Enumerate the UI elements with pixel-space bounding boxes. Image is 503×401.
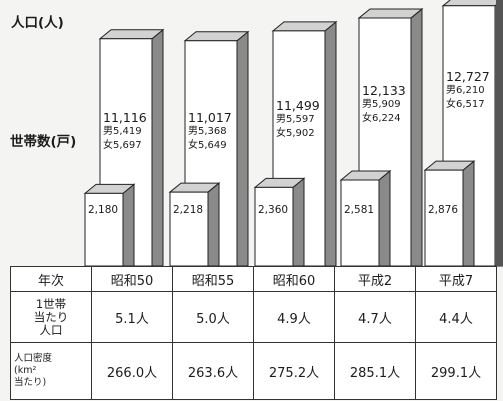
household-value-label-line: 2,180 [88,204,119,216]
population-value-label-line: 11,499 [276,97,320,113]
population-value-label-line: 男5,909 [362,98,401,110]
population-value-label-line: 12,133 [362,82,406,98]
row-header-line: 当たり) [14,377,47,388]
table-header-label: 年次 [10,266,92,292]
population-axis-label: 人口(人) [11,15,64,31]
table-cell: 275.2人 [253,342,335,400]
household-bar [424,169,464,267]
row-header-persons-per-household: 1世帯 当たり 人口 [10,291,92,343]
population-bar-side [236,30,249,267]
population-value-label-line: 11,017 [188,109,232,125]
population-bar-top [441,0,503,7]
row-header-line: 人口密度 [14,353,53,364]
row-header-line: 1世帯 [35,296,67,311]
household-value-label-line: 2,360 [258,204,289,216]
table-cell: 4.9人 [253,291,335,343]
household-bar-side [207,182,220,267]
population-bar-side [410,7,423,267]
row-header-line: 人口 [39,322,63,337]
table-header-row: 年次 昭和50 昭和55 昭和60 平成2 平成7 [10,266,497,292]
population-value-label: 11,116 男5,419 女5,697 [103,109,147,153]
household-value-label-line: 2,876 [428,204,459,216]
household-value-label: 2,180 [88,204,118,216]
household-bar [254,186,294,267]
population-value-label-line: 男5,419 [103,125,142,137]
population-bar-top [183,31,250,42]
household-value-label: 2,360 [258,204,288,216]
row-header-line: (km² [14,365,37,376]
population-value-label-line: 女6,224 [362,112,401,124]
household-value-label: 2,876 [428,204,458,216]
household-value-label: 2,581 [344,204,374,216]
population-value-label: 12,727 男6,210 女6,517 [446,68,490,112]
table-year: 平成7 [415,266,497,292]
population-bar-top [357,8,424,19]
population-value-label-line: 11,116 [103,109,147,125]
household-bar-side [378,169,391,267]
table-cell: 299.1人 [415,342,497,400]
household-bar-side [292,177,305,267]
household-value-label-line: 2,218 [173,204,204,216]
table-row: 人口密度 (km² 当たり) 266.0人 263.6人 275.2人 285.… [10,342,497,400]
table-year: 昭和60 [253,266,335,292]
population-value-label-line: 女5,697 [103,139,142,151]
table-row: 1世帯 当たり 人口 5.1人 5.0人 4.9人 4.7人 4.4人 [10,291,497,343]
household-axis-label: 世帯数(戸) [10,134,77,150]
population-value-label-line: 12,727 [446,68,490,84]
table-cell: 285.1人 [334,342,416,400]
table-year: 昭和55 [172,266,254,292]
table-cell: 266.0人 [91,342,173,400]
population-bar-side [324,20,337,267]
table-cell: 4.7人 [334,291,416,343]
population-bar-top [98,29,165,40]
household-value-label-line: 2,581 [344,204,375,216]
population-value-label: 12,133 男5,909 女6,224 [362,82,406,126]
table-year: 昭和50 [91,266,173,292]
table-year: 平成2 [334,266,416,292]
table-cell: 4.4人 [415,291,497,343]
table-cell: 263.6人 [172,342,254,400]
data-table: 年次 昭和50 昭和55 昭和60 平成2 平成7 1世帯 当たり 人口 5.1… [10,266,497,400]
household-value-label: 2,218 [173,204,203,216]
row-header-line: 当たり [33,309,69,324]
population-value-label-line: 男6,210 [446,84,485,96]
population-value-label-line: 男5,368 [188,125,227,137]
population-value-label-line: 男5,597 [276,113,315,125]
row-header-population-density: 人口密度 (km² 当たり) [10,342,92,400]
population-value-label-line: 女5,649 [188,139,227,151]
population-value-label-line: 女5,902 [276,127,315,139]
table-cell: 5.0人 [172,291,254,343]
population-value-label: 11,499 男5,597 女5,902 [276,97,320,141]
population-bar-top [271,21,338,32]
population-value-label-line: 女6,517 [446,98,485,110]
household-bar-side [462,160,475,267]
household-bar [340,179,380,267]
population-value-label: 11,017 男5,368 女5,649 [188,109,232,153]
population-bar-side [151,28,164,267]
edge-shadow [496,0,503,266]
household-bar-side [122,183,135,267]
table-cell: 5.1人 [91,291,173,343]
